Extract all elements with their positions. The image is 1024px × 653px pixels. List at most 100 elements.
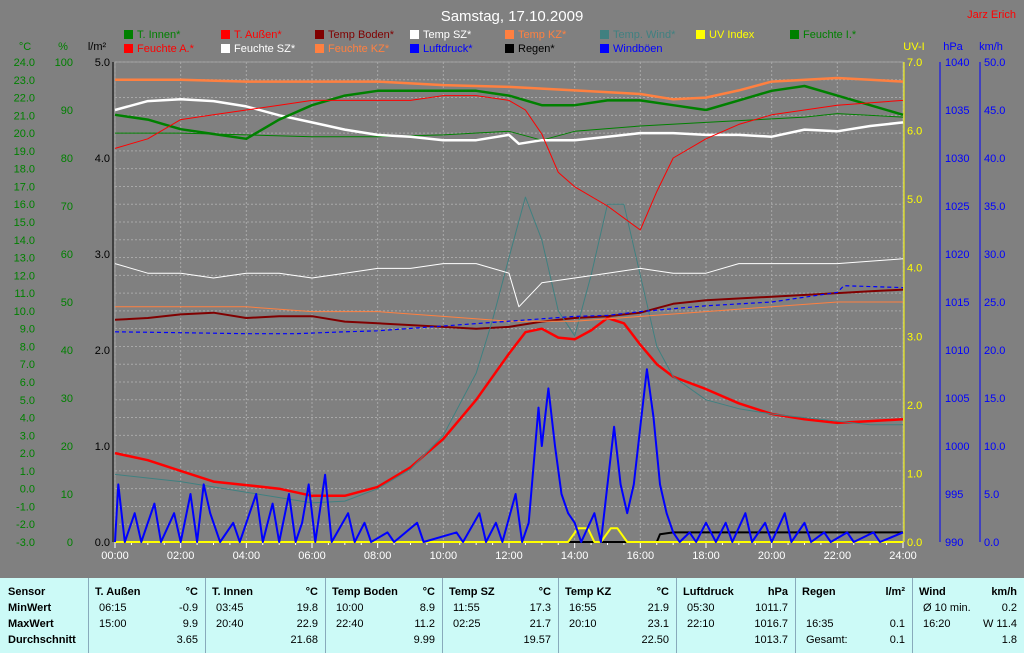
wind-tick-label: 5.0 — [984, 489, 999, 501]
wind-tick-label: 15.0 — [984, 393, 1005, 405]
series-line — [114, 258, 904, 308]
legend-label: Feuchte KZ* — [328, 43, 390, 55]
temp-tick-label: 8.0 — [20, 341, 35, 353]
temp-tick-label: 6.0 — [20, 377, 35, 389]
stats-column: Temp SZ °C 11:55 17.3 02:25 21.7 19.57 — [442, 578, 559, 653]
stats-cell: 1013.7 — [754, 634, 788, 646]
stats-cell: 20:10 — [569, 618, 597, 630]
stats-cell: 3.65 — [176, 634, 198, 646]
uv-tick-label: 7.0 — [907, 57, 922, 69]
humidity-tick-label: 70 — [61, 201, 73, 213]
temp-axis-unit: °C — [19, 41, 31, 53]
x-tick-label: 12:00 — [495, 550, 523, 562]
stats-cell: 22.9 — [296, 618, 318, 630]
temp-tick-label: 16.0 — [14, 199, 35, 211]
temp-tick-label: -1.0 — [16, 501, 35, 513]
series-line — [114, 316, 904, 498]
stats-cell: MinWert — [8, 602, 52, 614]
stats-cell: 03:45 — [216, 602, 244, 614]
temp-tick-label: 15.0 — [14, 217, 35, 229]
stats-cell: 16:55 — [569, 602, 597, 614]
pressure-tick-label: 1015 — [945, 297, 969, 309]
humidity-tick-label: 90 — [61, 105, 73, 117]
axes: °C -3.0 -2.0 -1.0 0.0 1.0 2.0 3.0 4.0 5.0 6.0 7.0 8.… — [14, 41, 1006, 549]
stats-column: Wind km/h Ø 10 min. 0.2 16:20 W 11.4 1.8 — [912, 578, 1024, 653]
stats-cell: Ø 10 min. — [923, 602, 971, 614]
x-tick-label: 24:00 — [889, 550, 917, 562]
legend-swatch — [315, 44, 324, 53]
x-tick-label: 00:00 — [101, 550, 129, 562]
stats-cell: 06:15 — [99, 602, 127, 614]
series-line — [114, 84, 904, 141]
x-tick-label: 06:00 — [298, 550, 326, 562]
legend-label: Temp. Wind* — [613, 29, 676, 41]
stats-cell: 8.9 — [419, 602, 435, 614]
stats-cell: T. Innen — [212, 586, 253, 598]
stats-cell: 21.68 — [290, 634, 318, 646]
pressure-tick-label: 995 — [945, 489, 963, 501]
stats-cell: 19.57 — [523, 634, 551, 646]
stats-cell: 16:35 — [806, 618, 834, 630]
temp-tick-label: 18.0 — [14, 164, 35, 176]
humidity-axis-unit: % — [58, 41, 68, 53]
temp-tick-label: 19.0 — [14, 146, 35, 158]
humidity-tick-label: 60 — [61, 249, 73, 261]
rain-tick-label: 5.0 — [95, 57, 110, 69]
legend-swatch — [600, 44, 609, 53]
stats-cell: 19.8 — [296, 602, 318, 614]
series-layer — [114, 76, 904, 543]
temp-tick-label: 10.0 — [14, 306, 35, 318]
humidity-tick-label: 30 — [61, 393, 73, 405]
stats-cell: °C — [656, 586, 669, 598]
temp-tick-label: 12.0 — [14, 270, 35, 282]
stats-column: Luftdruck hPa 05:30 1011.7 22:10 1016.7 1013.7 — [676, 578, 796, 653]
legend-swatch — [505, 44, 514, 53]
legend-swatch — [600, 30, 609, 39]
stats-cell: 9.99 — [413, 634, 435, 646]
uv-axis-unit: UV-I — [903, 41, 924, 53]
wind-tick-label: 40.0 — [984, 153, 1005, 165]
pressure-tick-label: 1000 — [945, 441, 969, 453]
humidity-tick-label: 100 — [55, 57, 73, 69]
stats-cell: Regen — [802, 586, 836, 598]
x-tick-label: 02:00 — [167, 550, 195, 562]
wind-tick-label: 25.0 — [984, 297, 1005, 309]
legend-swatch — [221, 44, 230, 53]
legend: T. Innen* T. Außen* Temp Boden* Temp SZ* Tem… — [124, 29, 857, 55]
humidity-tick-label: 40 — [61, 345, 73, 357]
uv-tick-label: 2.0 — [907, 400, 922, 412]
stats-cell: °C — [538, 586, 551, 598]
legend-swatch — [505, 30, 514, 39]
wind-tick-label: 50.0 — [984, 57, 1005, 69]
legend-label: UV Index — [709, 29, 755, 41]
temp-tick-label: 0.0 — [20, 484, 35, 496]
stats-cell: 11:55 — [453, 602, 480, 614]
author-label: Jarz Erich — [967, 9, 1016, 21]
series-line — [114, 196, 903, 504]
series-line — [114, 285, 904, 335]
rain-tick-label: 2.0 — [95, 345, 110, 357]
temp-tick-label: 13.0 — [14, 253, 35, 265]
uv-tick-label: 4.0 — [907, 263, 922, 275]
stats-cell: 10:00 — [336, 602, 364, 614]
legend-label: Feuchte A.* — [137, 43, 195, 55]
x-tick-label: 16:00 — [627, 550, 655, 562]
rain-axis-unit: l/m² — [88, 41, 107, 53]
temp-tick-label: 5.0 — [20, 395, 35, 407]
pressure-tick-label: 1035 — [945, 105, 969, 117]
stats-cell: °C — [185, 586, 198, 598]
humidity-tick-label: 20 — [61, 441, 73, 453]
stats-cell: 1.8 — [1001, 634, 1017, 646]
stats-panel: Sensor MinWert MaxWert Durchschnitt T. Außen… — [0, 578, 1024, 653]
stats-cell: Wind — [919, 586, 946, 598]
pressure-tick-label: 1005 — [945, 393, 969, 405]
temp-tick-label: -3.0 — [16, 537, 35, 549]
legend-label: Temp KZ* — [518, 29, 567, 41]
wind-tick-label: 0.0 — [984, 537, 999, 549]
rain-tick-label: 4.0 — [95, 153, 110, 165]
stats-cell: Sensor — [8, 586, 46, 598]
legend-swatch — [696, 30, 705, 39]
stats-column: Temp KZ °C 16:55 21.9 20:10 23.1 22.50 — [558, 578, 677, 653]
temp-tick-label: 23.0 — [14, 75, 35, 87]
temp-tick-label: 9.0 — [20, 324, 35, 336]
